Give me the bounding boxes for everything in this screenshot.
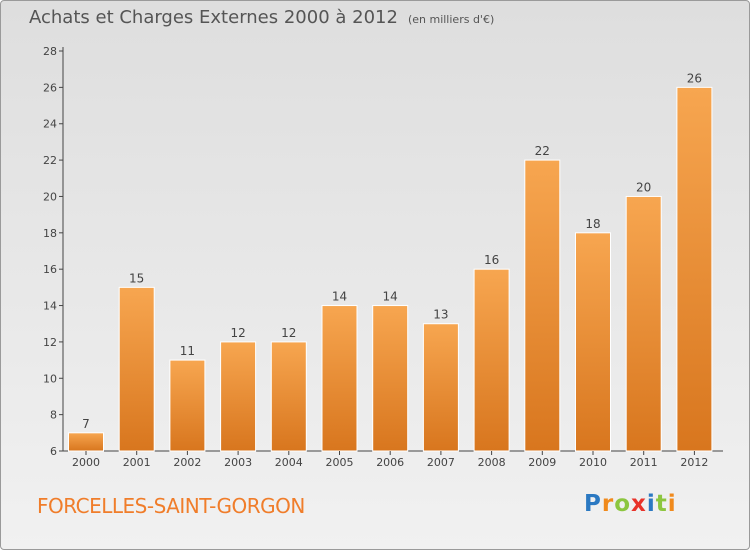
x-tick-label: 2011: [630, 456, 658, 469]
x-tick-label: 2002: [173, 456, 201, 469]
logo-letter: x: [631, 491, 647, 517]
y-tick-label: 20: [43, 190, 57, 203]
chart-title-text: Achats et Charges Externes 2000 à 2012: [29, 7, 398, 28]
bar: [220, 341, 257, 452]
bar-value-label: 15: [129, 271, 144, 285]
chart-subtitle: (en milliers d'€): [407, 13, 495, 26]
bar-value-label: 13: [433, 308, 448, 322]
x-tick-label: 2012: [680, 456, 708, 469]
bar-value-label: 14: [332, 290, 347, 304]
x-tick-label: 2006: [376, 456, 404, 469]
x-tick-label: 2003: [224, 456, 252, 469]
bar: [169, 359, 206, 452]
x-tick-label: 2001: [123, 456, 151, 469]
y-tick-label: 26: [43, 81, 57, 94]
x-tick-label: 2009: [528, 456, 556, 469]
y-tick-label: 10: [43, 372, 57, 385]
bar: [625, 195, 662, 452]
x-tick-label: 2010: [579, 456, 607, 469]
bar-value-label: 12: [230, 326, 245, 340]
bar: [422, 323, 459, 452]
x-tick-label: 2007: [427, 456, 455, 469]
commune-name: FORCELLES-SAINT-GORGON: [37, 494, 305, 518]
bar-value-label: 26: [687, 71, 702, 85]
bar-value-label: 20: [636, 180, 651, 194]
logo-letter: o: [614, 491, 632, 517]
logo-letter: t: [655, 491, 668, 517]
x-tick-label: 2008: [478, 456, 506, 469]
bar-value-label: 18: [585, 217, 600, 231]
y-tick-label: 6: [50, 445, 57, 458]
bar-value-label: 16: [484, 253, 499, 267]
bar-value-label: 7: [82, 417, 90, 431]
bar-value-label: 14: [383, 290, 398, 304]
bar: [676, 86, 713, 452]
bar: [524, 159, 561, 452]
bar: [575, 232, 611, 452]
bar-value-label: 22: [535, 144, 550, 158]
bar: [473, 268, 510, 452]
x-tick-label: 2000: [72, 456, 100, 469]
logo-letter: i: [667, 491, 677, 517]
logo-letter: i: [646, 491, 656, 517]
bar: [372, 305, 409, 452]
y-tick-label: 22: [43, 154, 57, 167]
y-tick-label: 14: [43, 300, 57, 313]
chart-title: Achats et Charges Externes 2000 à 2012 (e…: [29, 7, 494, 28]
logo-letter: r: [601, 491, 615, 517]
y-tick-label: 8: [50, 409, 57, 422]
logo-letter: P: [584, 491, 602, 517]
x-tick-label: 2004: [275, 456, 303, 469]
y-tick-label: 18: [43, 227, 57, 240]
y-tick-label: 12: [43, 336, 57, 349]
y-tick-label: 28: [43, 45, 57, 58]
y-tick-label: 16: [43, 263, 57, 276]
bar-value-label: 12: [281, 326, 296, 340]
proxiti-logo: Proxiti: [584, 491, 677, 517]
x-tick-label: 2005: [326, 456, 354, 469]
bar: [118, 286, 155, 452]
bar-value-label: 11: [180, 344, 195, 358]
bar: [321, 305, 358, 452]
bar: [270, 341, 307, 452]
bar: [68, 432, 104, 452]
y-tick-label: 24: [43, 118, 57, 131]
